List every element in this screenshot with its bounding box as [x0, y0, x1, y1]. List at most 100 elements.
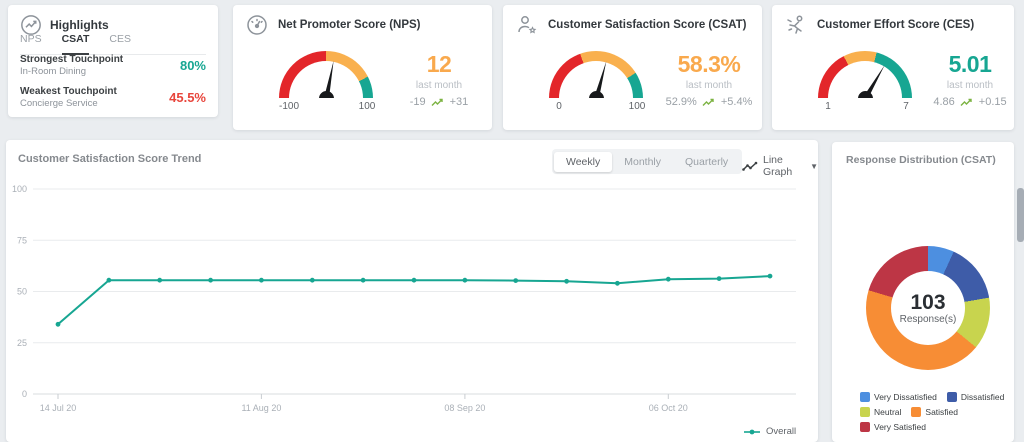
gauge-hub — [589, 91, 604, 98]
gauge-hub — [319, 91, 334, 98]
highlights-card: Highlights NPS CSAT CES Strongest Touchp… — [8, 5, 218, 117]
strongest-touchpoint-row: Strongest Touchpoint In-Room Dining 80% — [20, 53, 206, 77]
strongest-touchpoint-name: In-Room Dining — [20, 66, 86, 77]
speedometer-icon — [247, 15, 267, 35]
trend-up-icon — [431, 98, 443, 106]
last-month-label: last month — [685, 80, 733, 91]
gauge-max-label: 7 — [903, 101, 909, 112]
trend-line — [57, 275, 771, 326]
svg-text:11 Aug 20: 11 Aug 20 — [241, 403, 281, 413]
data-point[interactable] — [665, 276, 671, 282]
svg-text:100: 100 — [12, 184, 27, 194]
chart-type-dropdown[interactable]: Line Graph ▼ — [742, 154, 818, 178]
donut-total-label: Response(s) — [899, 313, 957, 325]
weakest-touchpoint-value: 45.5% — [169, 89, 206, 105]
svg-text:75: 75 — [17, 235, 27, 245]
swatch-dissatisfied — [946, 392, 957, 402]
highlights-tab-csat[interactable]: CSAT — [61, 33, 89, 55]
data-point[interactable] — [259, 277, 264, 283]
ces-value: 5.01 — [948, 51, 992, 77]
highlights-tab-bar: NPS CSAT CES — [20, 33, 206, 55]
data-point[interactable] — [208, 277, 214, 283]
ces-title: Customer Effort Score (CES) — [817, 19, 975, 31]
legend-very-dissatisfied[interactable]: Very Dissatisfied — [860, 392, 937, 402]
trend-up-icon — [702, 98, 714, 106]
range-tab-group: Weekly Monthly Quarterly — [552, 149, 743, 174]
data-point[interactable] — [360, 277, 366, 283]
data-point[interactable] — [767, 273, 773, 279]
csat-previous-value: 52.9% — [665, 96, 697, 108]
swatch-satisfied — [911, 407, 922, 417]
data-point[interactable] — [309, 277, 315, 283]
last-month-label: last month — [415, 80, 463, 91]
person-star-icon — [518, 16, 537, 34]
swatch-neutral — [860, 407, 870, 417]
svg-text:14 Jul 20: 14 Jul 20 — [40, 403, 77, 413]
chart-type-label: Line Graph — [763, 154, 793, 178]
legend-overall[interactable]: Overall — [744, 426, 796, 437]
csat-gauge — [549, 51, 643, 98]
strongest-touchpoint-value: 80% — [179, 57, 206, 73]
vertical-scrollbar[interactable] — [1017, 0, 1024, 442]
legend-line-marker — [744, 429, 760, 434]
tab-quarterly[interactable]: Quarterly — [685, 155, 729, 168]
legend-dissatisfied[interactable]: Dissatisfied — [946, 392, 1004, 402]
data-point[interactable] — [462, 277, 468, 283]
gauge-max-label: 100 — [358, 101, 376, 112]
gauge-max-label: 100 — [628, 101, 646, 112]
ces-delta-value: +0.15 — [978, 96, 1007, 108]
csat-delta-value: +5.4% — [720, 96, 753, 108]
person-effort-icon — [787, 15, 803, 34]
donut-total: 103 — [910, 290, 946, 314]
gauge-hub — [858, 91, 873, 98]
chevron-down-icon: ▼ — [810, 161, 818, 171]
line-graph-icon — [742, 161, 758, 171]
nps-value: 12 — [426, 51, 452, 77]
gauge-min-label: -100 — [278, 101, 299, 112]
csat-title: Customer Satisfaction Score (CSAT) — [548, 19, 747, 31]
ces-previous-value: 4.86 — [933, 96, 955, 108]
trend-up-icon — [960, 98, 972, 106]
swatch-very-dissatisfied — [860, 392, 870, 402]
strongest-touchpoint-label: Strongest Touchpoint — [20, 54, 124, 65]
legend-satisfied[interactable]: Satisfied — [911, 407, 958, 417]
ces-gauge — [818, 51, 912, 98]
svg-text:06 Oct 20: 06 Oct 20 — [649, 403, 688, 413]
nps-previous-value: -19 — [409, 96, 426, 108]
svg-text:08 Sep 20: 08 Sep 20 — [444, 403, 485, 413]
gauge-min-label: 0 — [556, 101, 562, 112]
data-point[interactable] — [411, 277, 417, 283]
swatch-very-satisfied — [860, 422, 870, 432]
csat-card: Customer Satisfaction Score (CSAT) 0 100… — [503, 5, 762, 130]
data-point[interactable] — [106, 277, 112, 283]
nps-gauge — [279, 51, 373, 98]
nps-card: Net Promoter Score (NPS) -100 100 12 las… — [233, 5, 492, 130]
response-distribution-title: Response Distribution (CSAT) — [846, 154, 996, 166]
weakest-touchpoint-name: Concierge Service — [20, 98, 98, 109]
nps-title: Net Promoter Score (NPS) — [278, 19, 421, 31]
trend-chart-title: Customer Satisfaction Score Trend — [18, 153, 202, 165]
trend-line-chart: 0 25 50 75 100 14 Jul 20 11 Aug 20 08 Sep 20 06 … — [12, 184, 796, 413]
svg-text:25: 25 — [17, 338, 27, 348]
highlights-tab-ces[interactable]: CES — [109, 33, 131, 45]
donut-chart[interactable]: 103 Response(s) — [866, 246, 990, 370]
tab-monthly[interactable]: Monthly — [624, 155, 661, 168]
weakest-touchpoint-label: Weakest Touchpoint — [20, 86, 117, 97]
donut-legend: Very Dissatisfied Dissatisfied Neutral S… — [860, 392, 1012, 432]
data-point[interactable] — [615, 280, 620, 286]
tab-weekly[interactable]: Weekly — [554, 151, 613, 172]
last-month-label: last month — [946, 80, 994, 91]
data-point[interactable] — [513, 278, 519, 283]
data-point[interactable] — [564, 278, 569, 284]
highlights-tab-nps[interactable]: NPS — [20, 33, 42, 45]
gauge-min-label: 1 — [825, 101, 831, 112]
legend-neutral[interactable]: Neutral — [860, 407, 901, 417]
data-point[interactable] — [55, 321, 61, 327]
legend-very-satisfied[interactable]: Very Satisfied — [860, 422, 926, 432]
nps-delta-value: +31 — [449, 96, 469, 108]
data-point[interactable] — [716, 276, 722, 281]
svg-text:50: 50 — [17, 287, 27, 297]
scrollbar-thumb[interactable] — [1017, 188, 1024, 242]
highlights-title: Highlights — [50, 18, 109, 32]
data-point[interactable] — [157, 277, 163, 283]
